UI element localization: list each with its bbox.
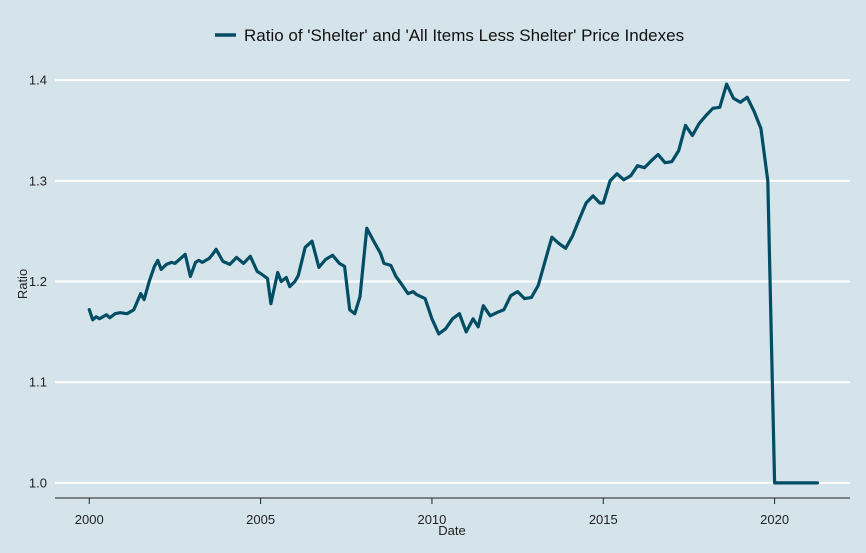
y-axis-title: Ratio [15, 269, 30, 299]
x-axis-title: Date [438, 523, 465, 538]
x-axis: 2000 2005 2010 2015 2020 [75, 498, 789, 527]
y-tick-label: 1.2 [29, 274, 47, 289]
y-tick-label: 1.1 [29, 375, 47, 390]
series-group [87, 82, 819, 485]
y-tick-label: 1.4 [29, 73, 47, 88]
x-tick-label: 2005 [246, 512, 275, 527]
x-tick-label: 2010 [417, 512, 446, 527]
grid-lines [55, 79, 850, 484]
x-tick-label: 2000 [75, 512, 104, 527]
y-axis: 1.0 1.1 1.2 1.3 1.4 [29, 73, 47, 491]
y-tick-label: 1.3 [29, 173, 47, 188]
series-line-shelter-ratio [87, 82, 819, 485]
x-tick-label: 2020 [760, 512, 789, 527]
legend-label: Ratio of 'Shelter' and 'All Items Less S… [244, 26, 684, 45]
y-tick-label: 1.0 [29, 475, 47, 490]
x-tick-label: 2015 [589, 512, 618, 527]
legend: Ratio of 'Shelter' and 'All Items Less S… [215, 26, 684, 45]
